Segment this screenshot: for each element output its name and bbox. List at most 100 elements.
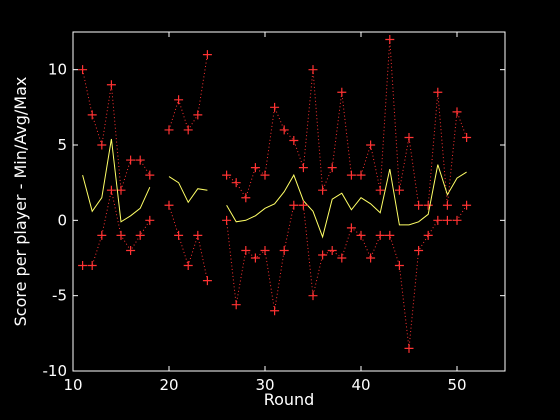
point-max	[145, 170, 155, 180]
series-max-line	[168, 54, 208, 132]
point-min	[250, 253, 260, 263]
point-min	[433, 215, 443, 225]
x-tick-label: 40	[351, 376, 370, 394]
x-tick-label: 20	[159, 376, 178, 394]
plot-frame	[72, 31, 506, 372]
series-min-line	[226, 204, 468, 349]
point-min	[394, 261, 404, 271]
point-min	[97, 230, 107, 240]
point-max	[135, 155, 145, 165]
point-max	[87, 110, 97, 120]
point-min	[442, 215, 452, 225]
point-min	[106, 185, 116, 195]
point-min	[298, 200, 308, 210]
series-min-line	[82, 190, 151, 266]
point-min	[452, 215, 462, 225]
point-max	[346, 170, 356, 180]
point-max	[289, 135, 299, 145]
point-min	[164, 200, 174, 210]
point-max	[375, 185, 385, 195]
point-min	[462, 200, 472, 210]
series-avg	[82, 138, 467, 239]
point-min	[366, 253, 376, 263]
point-max	[231, 178, 241, 188]
point-max	[202, 50, 212, 60]
point-min	[289, 200, 299, 210]
point-min	[126, 245, 136, 255]
point-min	[78, 261, 88, 271]
point-min	[327, 245, 337, 255]
point-min	[337, 253, 347, 263]
point-max	[116, 185, 126, 195]
point-max	[298, 163, 308, 173]
point-min	[404, 343, 414, 353]
point-min	[346, 223, 356, 233]
point-max	[318, 185, 328, 195]
point-min	[414, 245, 424, 255]
point-max	[442, 200, 452, 210]
point-min	[183, 261, 193, 271]
point-min	[318, 250, 328, 260]
point-min	[193, 230, 203, 240]
y-axis-label: Score per player - Min/Avg/Max	[11, 77, 30, 327]
point-max	[356, 170, 366, 180]
point-max	[394, 185, 404, 195]
point-max	[337, 87, 347, 97]
x-tick-label: 30	[255, 376, 274, 394]
point-max	[433, 87, 443, 97]
point-min	[241, 245, 251, 255]
point-max	[423, 200, 433, 210]
point-max	[250, 163, 260, 173]
series-layer	[78, 35, 472, 353]
tick-layer: 10 20 30 40 50 -10 -5 0 5 10	[43, 32, 505, 394]
point-max	[414, 200, 424, 210]
point-min	[423, 230, 433, 240]
point-min	[356, 230, 366, 240]
point-min	[202, 276, 212, 286]
y-tick-label: 5	[57, 136, 67, 154]
series-avg-line	[168, 176, 208, 204]
point-max	[106, 80, 116, 90]
point-max	[404, 132, 414, 142]
x-tick-label: 10	[63, 376, 82, 394]
point-max	[385, 35, 395, 45]
point-max	[164, 125, 174, 135]
point-min	[145, 215, 155, 225]
series-avg-line	[226, 164, 467, 239]
point-max	[126, 155, 136, 165]
x-tick-label: 50	[447, 376, 466, 394]
point-min	[87, 261, 97, 271]
point-max	[308, 65, 318, 75]
point-max	[327, 163, 337, 173]
point-max	[462, 132, 472, 142]
point-min	[260, 245, 270, 255]
y-tick-label: -10	[43, 362, 68, 380]
series-min	[78, 185, 472, 353]
point-max	[279, 125, 289, 135]
y-tick-label: 0	[57, 211, 67, 229]
point-max	[78, 65, 88, 75]
point-min	[308, 291, 318, 301]
series-avg-line	[82, 138, 151, 223]
y-tick-label: 10	[48, 61, 67, 79]
point-max	[241, 193, 251, 203]
x-axis-label: Round	[264, 390, 315, 409]
point-min	[270, 306, 280, 316]
point-min	[116, 230, 126, 240]
point-min	[135, 230, 145, 240]
point-max	[222, 170, 232, 180]
series-max-line	[82, 69, 151, 191]
point-min	[375, 230, 385, 240]
point-max	[174, 95, 184, 105]
point-max	[183, 125, 193, 135]
point-max	[260, 170, 270, 180]
point-max	[193, 110, 203, 120]
point-max	[97, 140, 107, 150]
point-max	[270, 102, 280, 112]
point-min	[385, 230, 395, 240]
point-max	[452, 107, 462, 117]
point-max	[366, 140, 376, 150]
y-tick-label: -5	[52, 287, 67, 305]
point-min	[231, 300, 241, 310]
